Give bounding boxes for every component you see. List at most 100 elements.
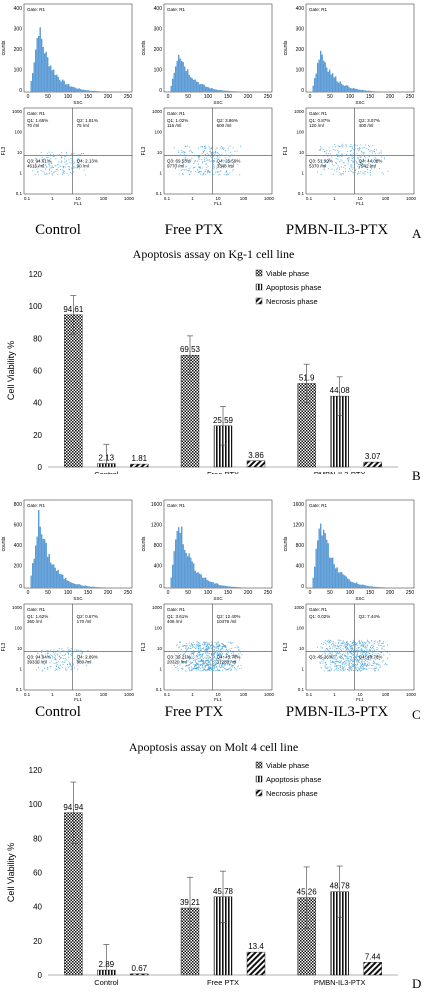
histogram-x-tick: 50	[327, 94, 333, 100]
scatter-point	[359, 172, 361, 174]
scatter-point	[184, 653, 186, 655]
histogram-bar	[53, 564, 55, 588]
scatter-point	[199, 171, 201, 173]
scatter-point	[230, 667, 232, 669]
scatter-point	[50, 158, 52, 160]
histogram-bar	[51, 70, 53, 92]
y-axis-label: Cell Viability %	[6, 843, 16, 902]
scatter-point	[74, 166, 76, 169]
scatter-point	[369, 174, 372, 176]
scatter-point	[47, 667, 49, 669]
histogram-x-tick: 250	[264, 590, 273, 596]
scatter-point	[351, 160, 353, 162]
scatter-point	[345, 658, 347, 660]
scatter-x-tick: 10	[75, 196, 81, 201]
scatter-point	[54, 653, 56, 655]
scatter-point	[330, 656, 332, 658]
scatter-point	[186, 644, 188, 646]
scatter-point	[355, 664, 357, 666]
scatter-point	[187, 660, 189, 662]
histogram-bar	[32, 563, 34, 588]
histogram-bar	[317, 62, 319, 92]
scatter-point	[175, 658, 177, 660]
scatter-point	[44, 173, 46, 175]
histogram-gate-label: Gate: R1	[309, 503, 328, 508]
scatter-point	[56, 650, 58, 652]
scatter-point	[377, 159, 380, 161]
scatter-point	[348, 660, 350, 662]
scatter-point	[353, 665, 355, 667]
histogram-bar	[327, 543, 329, 588]
scatter-point	[361, 667, 363, 669]
quadrant-q4-count: 7942 /ml	[359, 163, 376, 168]
scatter-point	[57, 669, 59, 671]
panel-label-c: C	[412, 707, 421, 722]
scatter-point	[338, 167, 340, 169]
scatter-point	[63, 165, 65, 167]
scatter-point	[187, 651, 189, 653]
histogram-bar	[212, 88, 214, 92]
scatter-point	[320, 174, 322, 176]
histogram-bar	[378, 587, 380, 588]
scatter-point	[196, 654, 198, 656]
scatter-point	[324, 657, 326, 659]
scatter-point	[202, 653, 204, 655]
scatter-point	[206, 159, 208, 161]
scatter-point	[334, 169, 336, 171]
scatter-point	[350, 646, 352, 648]
scatter-point	[55, 659, 57, 661]
scatter-point	[352, 651, 354, 653]
scatter-point	[196, 160, 198, 162]
quadrant-q1-label: Q1: 1.62%	[27, 614, 48, 619]
scatter-point	[184, 159, 186, 161]
scatter-point	[330, 152, 332, 154]
scatter-point	[185, 655, 187, 657]
histogram-bar	[339, 81, 341, 92]
scatter-point	[182, 658, 185, 660]
scatter-point	[207, 661, 209, 664]
scatter-point	[358, 149, 360, 152]
histogram-bar	[65, 84, 67, 92]
scatter-point	[66, 160, 68, 162]
scatter-point	[214, 660, 216, 662]
scatter-point	[191, 661, 194, 663]
scatter-point	[199, 670, 201, 672]
scatter-point	[192, 641, 194, 643]
scatter-point	[71, 172, 73, 174]
scatter-point	[330, 657, 332, 659]
scatter-point	[84, 174, 86, 176]
scatter-point	[365, 653, 367, 655]
scatter-point	[368, 662, 370, 664]
scatter-point	[362, 663, 364, 665]
scatter-point	[220, 666, 222, 668]
scatter-point	[214, 641, 216, 644]
histogram-bar	[356, 582, 358, 588]
scatter-point	[67, 166, 69, 168]
histogram-bar	[74, 87, 76, 92]
scatter-point	[44, 663, 46, 665]
scatter-frame	[23, 603, 133, 691]
scatter-point	[199, 155, 201, 157]
scatter-point	[189, 647, 191, 649]
scatter-point	[333, 661, 335, 663]
scatter-point	[352, 646, 354, 648]
scatter-point	[210, 645, 212, 647]
scatter-point	[60, 152, 63, 154]
scatter-point	[68, 663, 70, 665]
scatter-point	[64, 660, 66, 662]
scatter-point	[214, 646, 216, 648]
scatter-point	[214, 151, 217, 153]
scatter-point	[202, 150, 204, 152]
scatter-point	[369, 648, 371, 650]
scatter-point	[340, 174, 342, 176]
histogram-bar	[380, 587, 382, 588]
scatter-point	[359, 656, 361, 658]
scatter-point	[338, 151, 340, 153]
scatter-point	[327, 670, 329, 672]
scatter-point	[365, 654, 367, 657]
scatter-point	[215, 664, 217, 666]
scatter-point	[340, 159, 342, 161]
scatter-point	[337, 653, 339, 655]
scatter-point	[46, 653, 49, 655]
scatter-point	[330, 669, 332, 671]
